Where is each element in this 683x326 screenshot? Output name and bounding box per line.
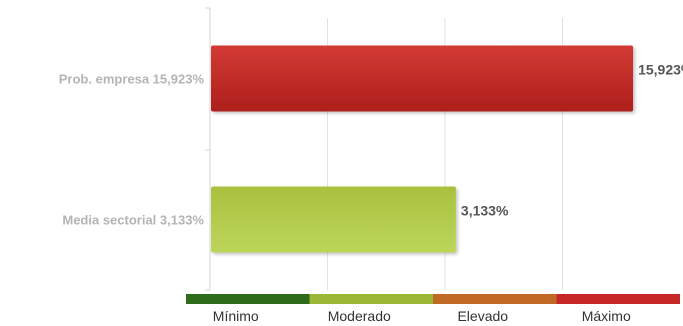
category-label: Media sectorial 3,133% [62,213,204,228]
risk-zone-label: Elevado [457,308,508,324]
bar-value-label: 3,133% [461,203,509,219]
risk-zone-3 [556,294,680,304]
category-label: Prob. empresa 15,923% [59,72,205,87]
y-axis [205,7,211,291]
risk-zone-2 [433,294,557,304]
labels-group: 15,923% Prob. empresa 15,923% 3,133% Media … [59,62,683,228]
bar-value-label: 15,923% [638,62,683,78]
risk-zone-1 [309,294,433,304]
bar-media-sectorial[interactable] [211,186,456,253]
risk-zone-label: Mínimo [213,308,259,324]
risk-zone-0 [186,294,310,304]
risk-zone-label: Máximo [582,308,631,324]
bar-prob-empresa[interactable] [211,45,634,112]
risk-zone-label: Moderado [328,308,391,324]
bars-group [211,45,634,253]
risk-scale: Mínimo Moderado Elevado Máximo [186,294,680,324]
